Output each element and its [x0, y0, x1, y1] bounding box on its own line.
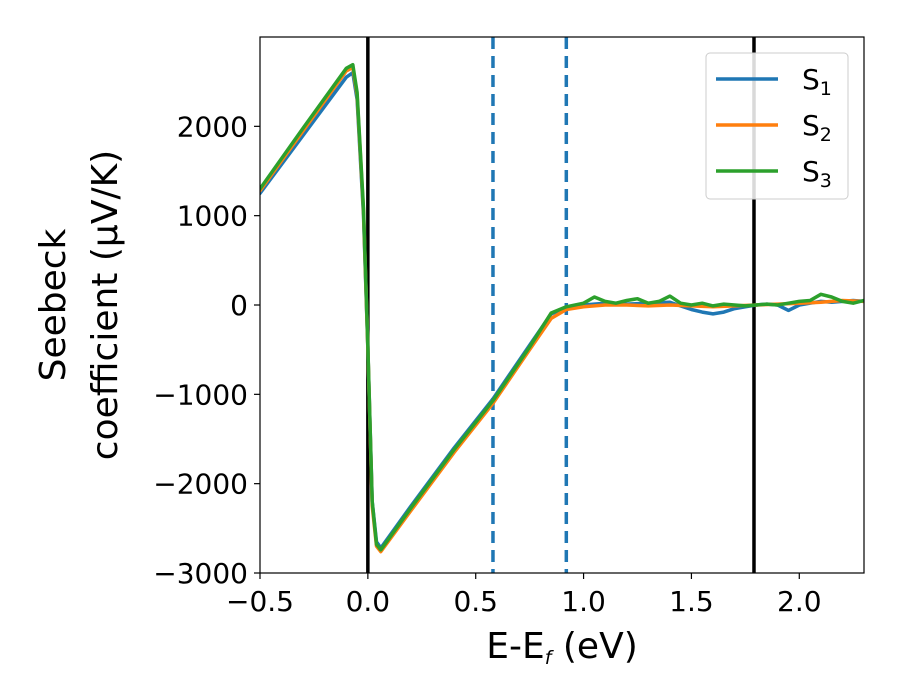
y-tick-label: −2000	[153, 468, 248, 501]
legend-label-s2: S2	[802, 109, 832, 146]
x-tick-label: 2.0	[777, 585, 822, 618]
legend-label-s3: S3	[802, 155, 832, 192]
series-group	[260, 62, 864, 554]
x-axis-ticks: −0.5 0.0 0.5 1.0 1.5 2.0	[226, 573, 822, 618]
y-axis-label: Seebeck coefficient (μV/K)	[33, 150, 126, 460]
x-axis-label-main: E-E	[486, 626, 544, 667]
x-tick-label: 1.5	[669, 585, 714, 618]
x-tick-label: 1.0	[561, 585, 606, 618]
series-line-s3	[260, 62, 864, 552]
x-tick-label: −0.5	[226, 585, 294, 618]
legend: S1 S2 S3	[705, 52, 849, 200]
y-tick-label: 1000	[177, 200, 248, 233]
y-tick-label: 0	[230, 289, 248, 322]
x-axis-label: E-Ef (eV)	[486, 626, 638, 669]
x-axis-label-sub: f	[545, 647, 555, 669]
y-axis-label-line2: coefficient (μV/K)	[85, 150, 126, 460]
x-axis-label-unit: (eV)	[551, 626, 637, 667]
y-axis-ticks: −3000 −2000 −1000 0 1000 2000	[153, 110, 260, 590]
y-tick-label: 2000	[177, 110, 248, 143]
x-tick-label: 0.5	[453, 585, 498, 618]
y-axis-label-line1: Seebeck	[33, 228, 74, 381]
y-tick-label: −3000	[153, 557, 248, 590]
legend-label-s1: S1	[802, 63, 832, 100]
y-tick-label: −1000	[153, 378, 248, 411]
x-tick-label: 0.0	[346, 585, 391, 618]
